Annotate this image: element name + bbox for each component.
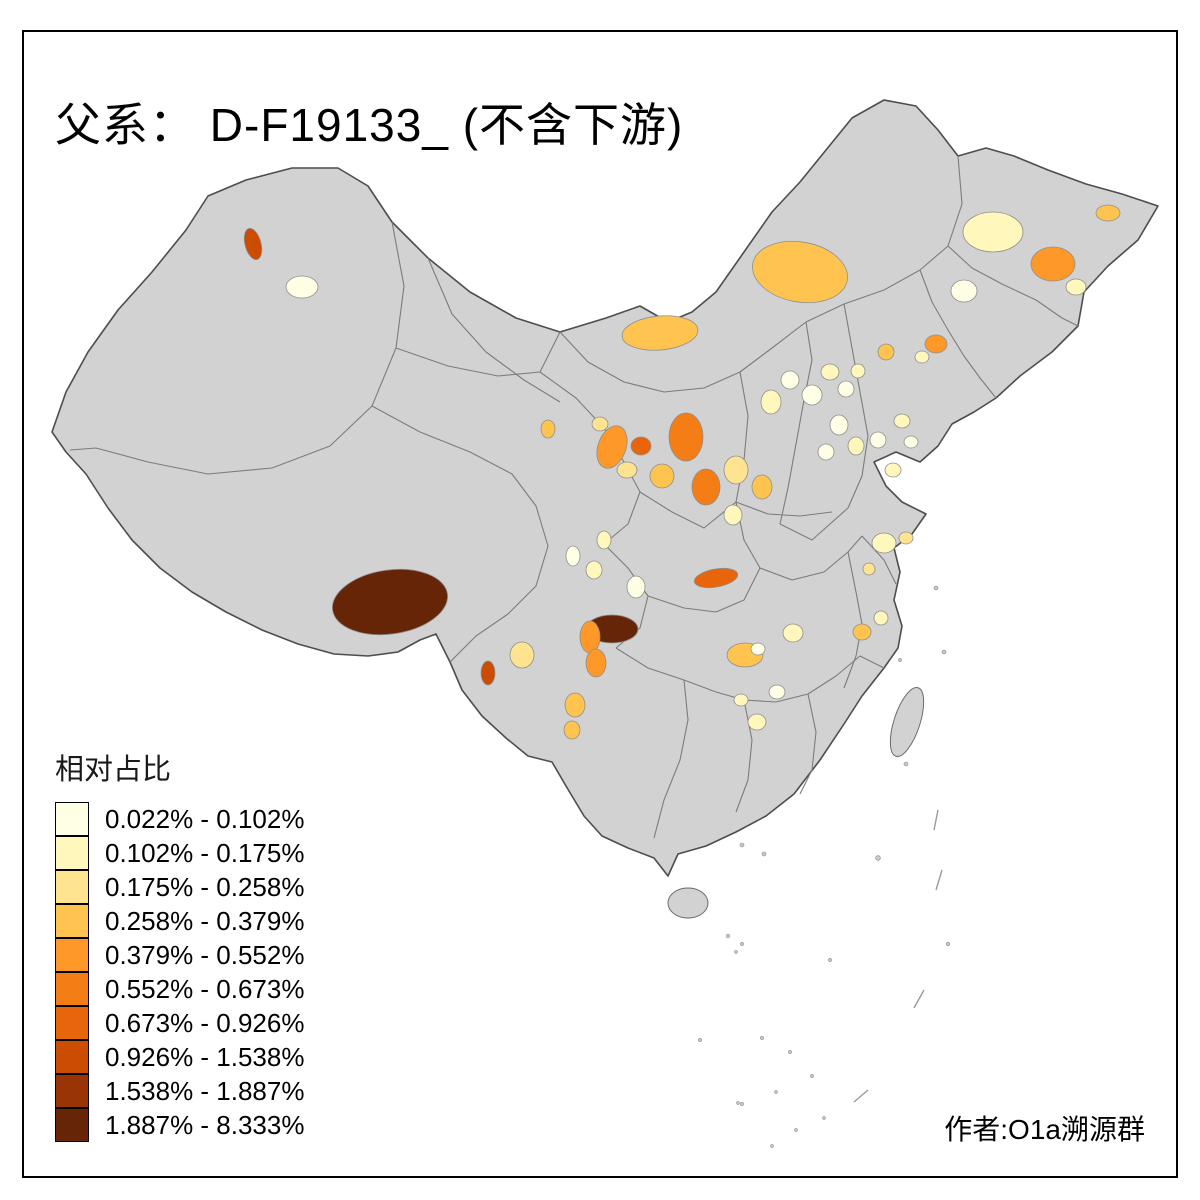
map-region xyxy=(585,560,603,580)
map-region xyxy=(1065,278,1087,296)
map-region xyxy=(616,461,638,479)
map-region xyxy=(801,384,823,406)
legend-label: 0.102% - 0.175% xyxy=(105,837,305,868)
legend-label: 0.926% - 1.538% xyxy=(105,1041,305,1072)
legend-item: 0.022% - 0.102% xyxy=(55,802,304,836)
legend-swatch xyxy=(55,836,89,870)
map-region xyxy=(884,462,902,478)
map-region xyxy=(914,350,930,364)
map-region xyxy=(750,642,766,656)
legend-swatch xyxy=(55,1006,89,1040)
map-region xyxy=(760,389,782,415)
legend-swatch xyxy=(55,870,89,904)
map-region xyxy=(850,363,866,379)
map-region xyxy=(723,455,749,485)
map-region xyxy=(480,660,496,686)
sea-islets xyxy=(698,585,951,1148)
map-region xyxy=(751,474,773,500)
map-region xyxy=(752,240,848,304)
map-region xyxy=(649,463,675,489)
legend-label: 0.379% - 0.552% xyxy=(105,939,305,970)
legend-swatch xyxy=(55,1040,89,1074)
map-region xyxy=(950,279,978,303)
map-region xyxy=(873,610,889,626)
map-region xyxy=(563,720,581,740)
legend-swatch xyxy=(55,1074,89,1108)
map-region xyxy=(1030,246,1076,282)
map-region xyxy=(591,416,609,432)
legend-item: 1.538% - 1.887% xyxy=(55,1074,304,1108)
map-region xyxy=(579,620,601,654)
legend-label: 0.258% - 0.379% xyxy=(105,905,305,936)
map-region xyxy=(626,575,646,599)
map-region xyxy=(820,363,840,381)
legend-item: 0.175% - 0.258% xyxy=(55,870,304,904)
map-region xyxy=(691,468,721,506)
map-region xyxy=(693,567,739,589)
map-region xyxy=(540,419,556,439)
legend-swatch xyxy=(55,972,89,1006)
map-region xyxy=(780,370,800,390)
map-region xyxy=(877,343,895,361)
map-region xyxy=(962,211,1024,253)
map-region xyxy=(747,713,767,731)
legend-items: 0.022% - 0.102% 0.102% - 0.175% 0.175% - 0… xyxy=(55,802,304,1142)
legend-swatch xyxy=(55,938,89,972)
map-region xyxy=(596,425,628,469)
map-region xyxy=(565,545,581,567)
map-region xyxy=(817,443,835,461)
legend: 相对占比 0.022% - 0.102% 0.102% - 0.175% 0.175… xyxy=(55,746,304,1142)
map-region xyxy=(871,532,897,554)
map-region xyxy=(782,623,804,643)
page-title: 父系： D-F19133_ (不含下游) xyxy=(55,98,684,151)
map-region xyxy=(596,530,612,550)
legend-label: 1.887% - 8.333% xyxy=(105,1109,305,1140)
legend-label: 1.538% - 1.887% xyxy=(105,1075,305,1106)
legend-title: 相对占比 xyxy=(55,754,172,786)
legend-label: 0.673% - 0.926% xyxy=(105,1007,305,1038)
map-region xyxy=(1095,204,1121,222)
map-region xyxy=(847,436,865,456)
map-region xyxy=(585,648,607,678)
legend-item: 0.673% - 0.926% xyxy=(55,1006,304,1040)
map-region xyxy=(869,431,887,449)
legend-label: 0.552% - 0.673% xyxy=(105,973,305,1004)
map-region xyxy=(893,413,911,429)
map-region xyxy=(768,684,786,700)
map-region xyxy=(668,412,704,462)
legend-item: 0.926% - 1.538% xyxy=(55,1040,304,1074)
map-region xyxy=(837,380,855,398)
map-region xyxy=(285,275,319,299)
map-regions-layer xyxy=(243,204,1121,740)
legend-swatch xyxy=(55,1108,89,1142)
map-region xyxy=(829,414,849,436)
map-region xyxy=(862,562,876,576)
map-region xyxy=(924,334,948,354)
legend-item: 0.552% - 0.673% xyxy=(55,972,304,1006)
legend-item: 0.379% - 0.552% xyxy=(55,938,304,972)
legend-swatch xyxy=(55,802,89,836)
map-region xyxy=(509,641,535,669)
map-region xyxy=(630,436,652,456)
map-region xyxy=(723,504,743,526)
map-region xyxy=(733,693,749,707)
map-region xyxy=(898,531,914,545)
taiwan-island xyxy=(889,687,925,757)
map-region xyxy=(564,692,586,718)
legend-item: 0.258% - 0.379% xyxy=(55,904,304,938)
hainan-island xyxy=(667,887,709,919)
legend-item: 1.887% - 8.333% xyxy=(55,1108,304,1142)
map-region xyxy=(852,623,872,641)
legend-label: 0.022% - 0.102% xyxy=(105,803,305,834)
legend-item: 0.102% - 0.175% xyxy=(55,836,304,870)
map-region xyxy=(621,315,699,351)
map-region xyxy=(903,435,919,449)
legend-swatch xyxy=(55,904,89,938)
map-region xyxy=(243,228,263,260)
map-region xyxy=(331,568,449,636)
author-credit: 作者:O1a溯源群 xyxy=(944,1114,1145,1145)
legend-label: 0.175% - 0.258% xyxy=(105,871,305,902)
mainland-outline xyxy=(51,99,1159,877)
